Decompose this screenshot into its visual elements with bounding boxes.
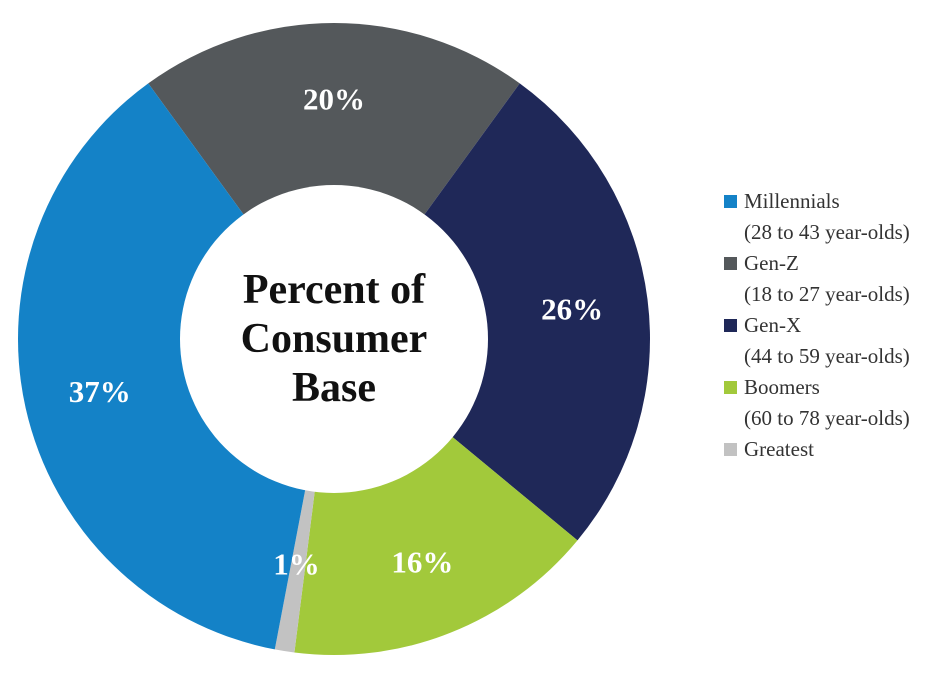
data-label-millennials: 37% — [69, 374, 131, 409]
legend-item-boomers: Boomers (60 to 78 year-olds) — [722, 372, 940, 434]
slice-gen-z — [148, 23, 520, 339]
data-label-gen-z: 20% — [303, 82, 365, 117]
legend-sublabel-boomers: (60 to 78 year-olds) — [744, 406, 910, 430]
center-label-line-1: Percent of — [243, 267, 426, 313]
legend-swatch-gen-x — [724, 319, 737, 332]
center-label: Percent of Consumer Base — [241, 267, 428, 411]
legend-item-millennials: Millennials (28 to 43 year-olds) — [722, 186, 940, 248]
legend-swatch-millennials — [724, 195, 737, 208]
legend-swatch-greatest — [724, 443, 737, 456]
slice-labels: 20% 26% 16% 1% 37% — [69, 82, 603, 582]
legend-label-greatest: Greatest — [744, 437, 814, 461]
donut-center — [180, 185, 488, 493]
center-label-line-2: Consumer — [241, 316, 428, 362]
data-label-gen-x: 26% — [541, 291, 603, 326]
legend-sublabel-gen-x: (44 to 59 year-olds) — [744, 344, 910, 368]
slice-gen-x — [334, 83, 650, 541]
legend-sublabel-millennials: (28 to 43 year-olds) — [744, 220, 910, 244]
legend-sublabel-gen-z: (18 to 27 year-olds) — [744, 282, 910, 306]
chart-legend: Millennials (28 to 43 year-olds) Gen-Z (18 … — [722, 186, 940, 465]
slice-millennials — [18, 83, 335, 650]
legend-label-millennials: Millennials — [744, 189, 840, 213]
legend-swatch-gen-z — [724, 257, 737, 270]
legend-item-gen-z: Gen-Z (18 to 27 year-olds) — [722, 248, 940, 310]
legend-label-gen-z: Gen-Z — [744, 251, 799, 275]
legend-label-gen-x: Gen-X — [744, 313, 802, 337]
legend-swatch-boomers — [724, 381, 737, 394]
legend-item-greatest: Greatest — [722, 434, 940, 465]
data-label-greatest: 1% — [273, 547, 320, 582]
data-label-boomers: 16% — [391, 545, 453, 580]
legend-item-gen-x: Gen-X (44 to 59 year-olds) — [722, 310, 940, 372]
center-label-line-3: Base — [292, 365, 376, 411]
legend-label-boomers: Boomers — [744, 375, 820, 399]
